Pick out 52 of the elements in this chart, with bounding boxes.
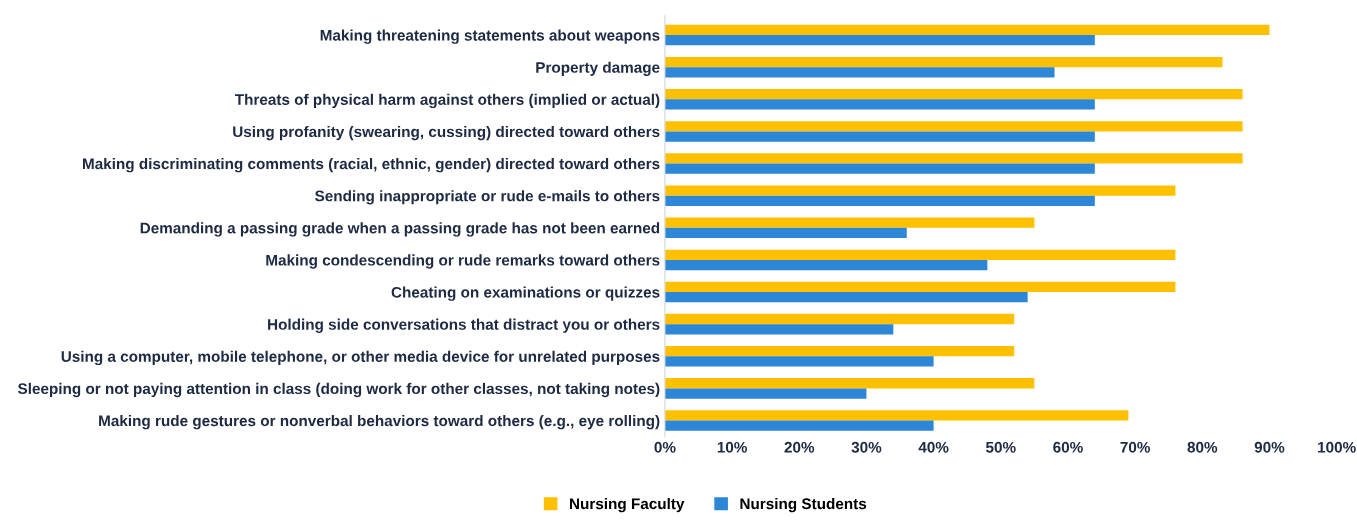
y-tick-label: Holding side conversations that distract you or others: [268, 318, 660, 333]
bar: [664, 346, 1015, 357]
y-tick-label: Using a computer, mobile telephone, or other media device for unrelated purposes: [61, 350, 660, 366]
bar: [664, 185, 1176, 196]
bar: [664, 281, 1176, 293]
x-tick-label: 10%: [717, 441, 747, 453]
bar: [664, 378, 1035, 389]
bar: [664, 67, 1055, 78]
bar: [664, 410, 1129, 421]
y-tick-label: Making condescending or rude remarks toward others: [266, 254, 660, 269]
y-tick-label: Making rude gestures or nonverbal behaviors toward others (e.g., eye rolling): [99, 414, 660, 430]
y-tick-label: Cheating on examinations or quizzes: [391, 286, 660, 301]
bar: [664, 227, 907, 239]
y-tick-label: Property damage: [536, 61, 660, 76]
bar: [664, 313, 1015, 325]
x-tick-label: 100%: [1318, 441, 1356, 453]
bar: [664, 259, 988, 271]
bar: [664, 89, 1243, 100]
x-tick-label: 50%: [985, 441, 1016, 453]
bar: [664, 292, 1028, 303]
x-tick-label: 80%: [1187, 441, 1218, 453]
y-tick-label: Sending inappropriate or rude e-mails to others: [315, 190, 660, 205]
bar: [664, 195, 1095, 206]
bar: [664, 35, 1095, 46]
x-tick-label: 20%: [784, 441, 815, 453]
x-tick-label: 40%: [918, 441, 949, 453]
bar: [664, 388, 867, 399]
y-tick-label: Making discriminating comments (racial, ethnic, gender) directed toward others: [83, 158, 660, 173]
bar: [664, 324, 894, 335]
bar: [664, 121, 1243, 132]
bar: [664, 131, 1095, 142]
y-tick-label: Using profanity (swearing, cussing) directed toward others: [233, 125, 660, 141]
bar: [664, 153, 1243, 164]
bar: [664, 217, 1035, 228]
bar: [664, 163, 1095, 174]
y-tick-label: Sleeping or not paying attention in class (doing work for other classes, not taking notes): [17, 382, 660, 398]
bar: [664, 24, 1270, 36]
legend-label: Nursing Faculty: [570, 497, 685, 513]
y-tick-label: Threats of physical harm against others (implied or actual): [234, 93, 660, 109]
x-tick-label: 30%: [851, 441, 882, 453]
x-tick-label: 60%: [1053, 441, 1083, 453]
x-tick-label: 0%: [654, 441, 676, 453]
bar: [664, 99, 1095, 110]
bar: [664, 420, 934, 431]
legend-label: Nursing Students: [740, 497, 867, 513]
y-tick-label: Making threatening statements about weapons: [320, 29, 660, 44]
bar: [664, 56, 1223, 68]
bar: [664, 356, 934, 367]
x-tick-label: 90%: [1254, 441, 1285, 453]
x-tick-label: 70%: [1120, 441, 1151, 453]
bar: [664, 249, 1176, 260]
y-tick-label: Demanding a passing grade when a passing grade has not been earned: [140, 222, 660, 237]
